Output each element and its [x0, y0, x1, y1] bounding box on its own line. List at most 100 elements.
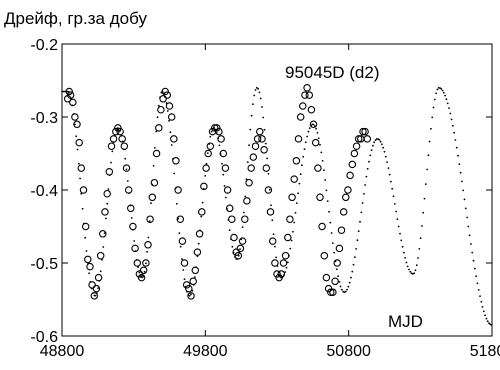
data-point: [204, 149, 212, 158]
fit-dot: [264, 142, 267, 145]
fit-dot: [418, 248, 421, 250]
data-point: [161, 87, 169, 96]
fit-dot: [406, 265, 409, 268]
data-point: [292, 157, 301, 165]
data-point: [318, 222, 326, 231]
data-point: [331, 277, 339, 286]
fit-dot: [182, 269, 185, 271]
data-point: [118, 135, 126, 143]
data-point: [236, 244, 245, 253]
data-point: [221, 164, 230, 172]
data-point: [129, 222, 137, 231]
fit-dot: [106, 202, 109, 205]
fit-dot: [218, 144, 221, 147]
fit-dot: [154, 147, 156, 149]
data-point: [348, 160, 357, 169]
fit-dot: [156, 116, 159, 119]
fit-dot: [200, 215, 203, 218]
fit-dot: [150, 202, 152, 205]
data-point: [232, 248, 240, 256]
data-point: [105, 168, 114, 176]
data-point: [159, 95, 167, 103]
fit-dot: [97, 287, 99, 289]
fit-dot: [423, 197, 426, 200]
fit-dot: [421, 225, 423, 227]
fit-dot: [413, 272, 416, 275]
fit-dot: [190, 293, 192, 296]
data-point: [148, 193, 157, 202]
data-point: [139, 266, 148, 275]
fit-dot: [241, 226, 244, 229]
data-point: [187, 292, 195, 300]
fit-dot: [355, 248, 357, 250]
fit-dot: [204, 175, 207, 177]
data-point: [249, 153, 258, 161]
fit-dot: [286, 261, 289, 264]
fit-dot: [239, 248, 241, 251]
data-point: [264, 186, 273, 194]
fit-dot: [328, 210, 330, 213]
data-point: [309, 120, 318, 129]
data-point: [69, 98, 77, 107]
data-point: [96, 251, 105, 260]
fit-dot: [337, 275, 339, 278]
fit-dot: [197, 242, 200, 245]
fit-dot: [302, 155, 305, 158]
fit-dot: [401, 245, 404, 248]
fit-dot: [395, 210, 397, 213]
fit-dot: [111, 150, 114, 153]
fit-dot: [252, 103, 254, 106]
fit-dot: [188, 294, 191, 297]
data-point: [346, 171, 354, 180]
data-point: [337, 226, 346, 234]
fit-dot: [338, 281, 341, 283]
fit-dot: [146, 250, 149, 253]
fit-dot: [81, 207, 84, 210]
data-point: [150, 178, 159, 187]
fit-dot: [224, 196, 227, 199]
fit-dot: [126, 180, 129, 182]
fit-dot: [325, 189, 328, 192]
fit-dot: [266, 157, 268, 160]
fit-dot: [240, 238, 243, 241]
data-point: [281, 251, 290, 260]
fit-dot: [79, 177, 81, 180]
data-point: [262, 164, 271, 172]
fit-dot: [479, 295, 481, 297]
fit-dot: [75, 135, 78, 138]
fit-dot: [424, 183, 427, 186]
data-point: [200, 182, 208, 191]
fit-dot: [315, 127, 317, 130]
fit-dot: [463, 198, 466, 201]
fit-dot: [476, 282, 479, 285]
fit-dot: [446, 102, 449, 105]
fit-curve: [61, 86, 493, 326]
fit-dot: [274, 245, 276, 248]
data-point: [342, 193, 350, 202]
fit-dot: [486, 320, 489, 323]
fit-dot: [85, 250, 88, 252]
fit-dot: [369, 154, 372, 157]
fit-dot: [297, 192, 299, 195]
fit-dot: [453, 131, 456, 134]
fit-dot: [379, 140, 382, 143]
data-point: [73, 120, 81, 129]
data-point: [90, 292, 99, 300]
fit-dot: [439, 87, 441, 89]
fit-dot: [396, 218, 399, 221]
fit-dot: [370, 149, 373, 152]
fit-dot: [363, 193, 365, 195]
fit-dot: [267, 173, 270, 175]
y-tick-label: -0.2: [30, 37, 58, 54]
data-point: [303, 84, 311, 92]
data-point: [223, 186, 232, 194]
data-point: [66, 91, 75, 99]
fit-dot: [464, 207, 467, 210]
fit-dot: [268, 188, 271, 191]
data-point: [144, 241, 152, 249]
fit-dot: [295, 202, 298, 205]
fit-dot: [249, 128, 252, 131]
fit-dot: [312, 123, 315, 126]
fit-dot: [490, 324, 493, 326]
